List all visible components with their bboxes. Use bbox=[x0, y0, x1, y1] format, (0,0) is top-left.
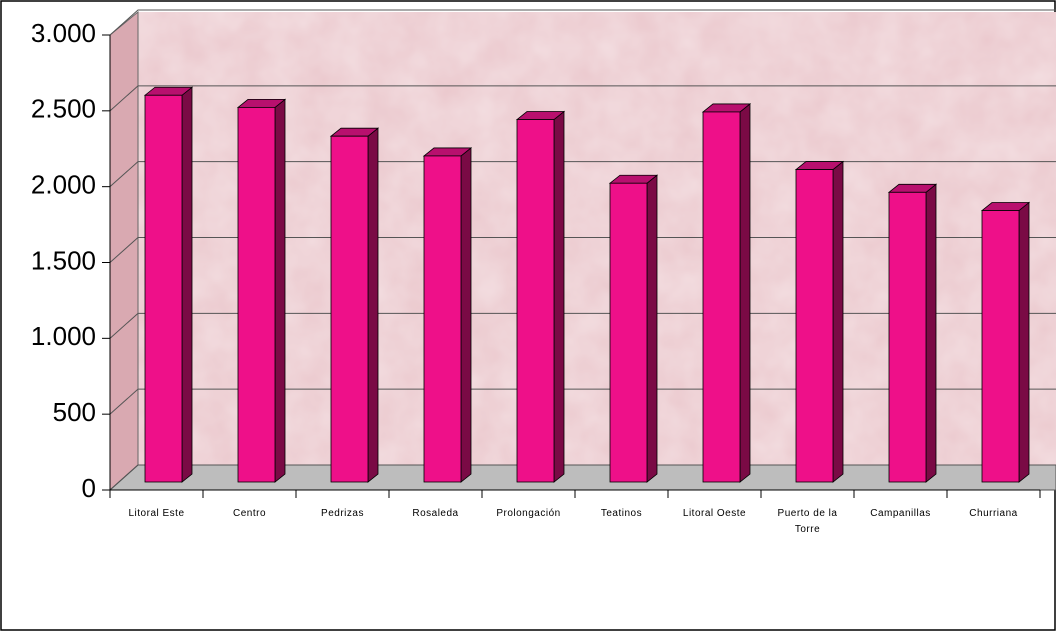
bar bbox=[609, 182, 648, 483]
bar-side bbox=[553, 110, 565, 483]
x-tick-label: Rosaleda bbox=[412, 508, 459, 519]
bar bbox=[981, 210, 1020, 483]
x-tick-label: Teatinos bbox=[600, 508, 643, 519]
x-tick-label: Litoral Este bbox=[128, 508, 185, 519]
y-tick-label: 500 bbox=[53, 397, 96, 427]
bar-side bbox=[925, 183, 937, 483]
bar-side bbox=[832, 160, 844, 483]
grid-line bbox=[109, 9, 1056, 36]
y-tick-label: 1.500 bbox=[31, 245, 96, 275]
bar bbox=[423, 155, 462, 483]
bar-side bbox=[460, 147, 472, 483]
bar bbox=[330, 135, 369, 483]
bar bbox=[237, 106, 276, 483]
x-tick-label: Puerto de la Torre bbox=[777, 508, 838, 535]
bar bbox=[795, 169, 834, 483]
y-tick-label: 2.500 bbox=[31, 94, 96, 124]
bar-side bbox=[274, 98, 286, 483]
y-tick-label: 0 bbox=[82, 473, 96, 503]
side-wall bbox=[109, 10, 139, 492]
grid-line bbox=[109, 85, 1056, 112]
y-tick-label: 2.000 bbox=[31, 170, 96, 200]
x-tick-label: Litoral Oeste bbox=[682, 508, 747, 519]
y-tick-label: 3.000 bbox=[31, 18, 96, 48]
x-tick-label: Prolongación bbox=[496, 508, 561, 519]
y-tick-label: 1.000 bbox=[31, 321, 96, 351]
x-tick-label: Campanillas bbox=[870, 508, 931, 519]
bar bbox=[144, 94, 183, 483]
x-tick-label: Churriana bbox=[969, 508, 1018, 519]
bar-side bbox=[181, 86, 193, 483]
bar bbox=[702, 111, 741, 483]
x-tick-label: Centro bbox=[232, 508, 266, 519]
bar-side bbox=[739, 103, 751, 483]
bar bbox=[888, 191, 927, 483]
bar-side bbox=[1018, 201, 1030, 483]
bar-side bbox=[646, 174, 658, 483]
bar-side bbox=[367, 127, 379, 483]
x-tick-label: Pedrizas bbox=[321, 508, 364, 519]
bar bbox=[516, 119, 555, 483]
